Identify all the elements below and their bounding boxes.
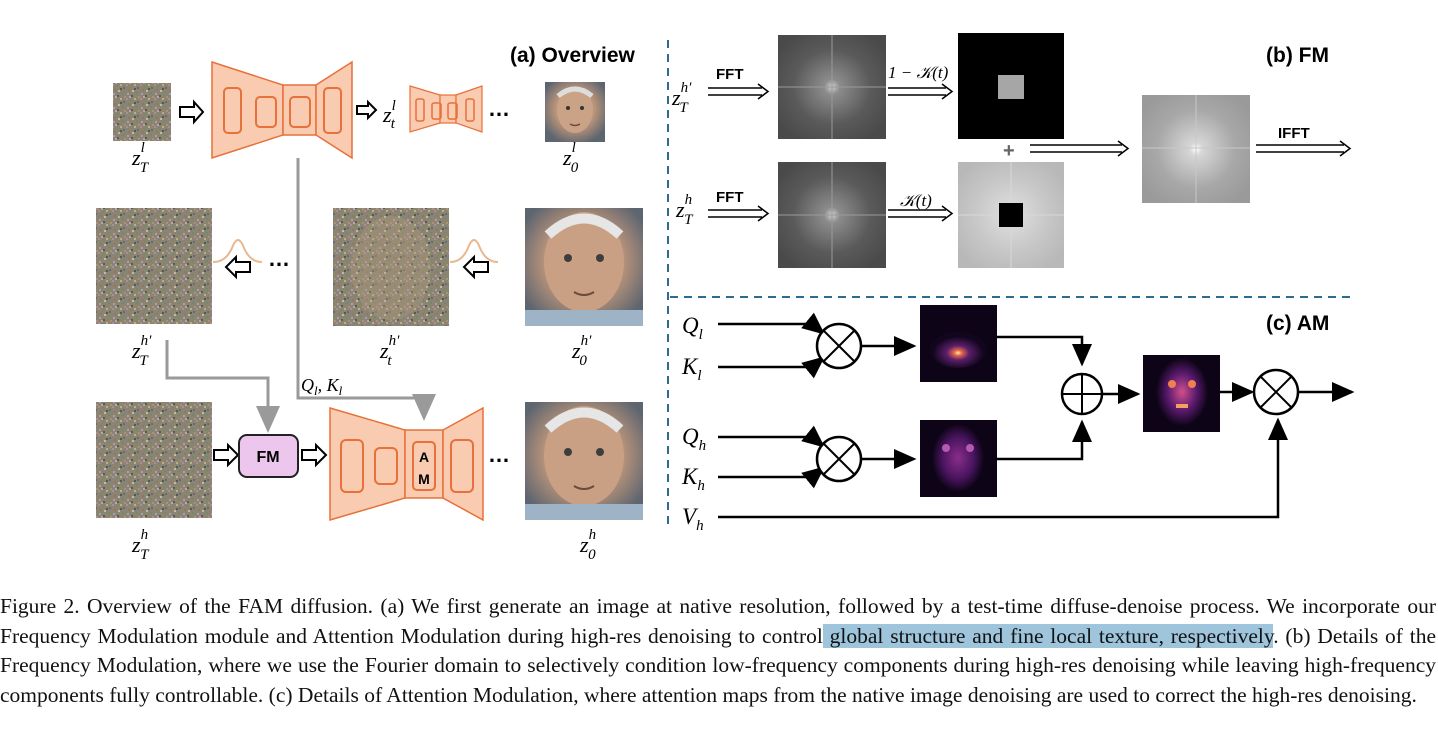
overview-title: (a) Overview xyxy=(510,44,636,67)
am-wires xyxy=(718,312,1355,519)
am-module-label-m: M xyxy=(418,471,430,487)
label-q-k-l: Ql, Kl xyxy=(301,375,343,398)
spectrum-image-bottom xyxy=(778,162,886,268)
label-z-T-h-fm: zh T xyxy=(675,192,694,228)
caption-part-1: Figure 2. Overview of the FAM diffusion.… xyxy=(0,594,1436,648)
double-arrow-icon xyxy=(708,205,770,222)
ellipsis: … xyxy=(488,442,510,467)
figure-canvas: (a) Overview zl t xyxy=(96,33,1355,563)
hollow-arrow-left-icon xyxy=(462,254,489,280)
double-arrow-icon xyxy=(888,205,954,222)
label-z-t-hprime: zh′ t xyxy=(379,333,400,369)
hollow-arrow-icon xyxy=(213,442,240,468)
kernel-low-label: 1 − 𝒦(t) xyxy=(888,63,949,82)
fft-label-top: FFT xyxy=(716,66,744,83)
panel-fm: (b) FM zh′ T FFT 1 − 𝒦(t) + xyxy=(671,33,1352,268)
face-image-high xyxy=(525,402,643,520)
label-z-0-l: zl 0 xyxy=(562,140,579,176)
face-image-low xyxy=(545,82,605,142)
hollow-arrow-icon xyxy=(179,99,205,125)
label-z-0-h: zh 0 xyxy=(579,527,596,563)
double-arrow-icon xyxy=(1256,140,1352,157)
face-image-high-prime xyxy=(525,208,643,326)
multiply-icon xyxy=(815,322,863,370)
ellipsis: … xyxy=(268,246,290,271)
hollow-arrow-icon xyxy=(356,99,378,121)
low-pass-image xyxy=(958,33,1064,139)
label-v-h: Vh xyxy=(682,504,704,534)
ellipsis: … xyxy=(488,96,510,121)
noise-image-low xyxy=(113,83,171,141)
hollow-arrow-left-icon xyxy=(224,254,251,280)
unet-low-res xyxy=(211,60,353,160)
label-z-T-h: zh T xyxy=(131,527,150,563)
label-z-T-hprime-fm: zh′ T xyxy=(671,80,692,116)
label-q-l: Ql xyxy=(682,313,703,343)
label-z-T-hprime: zh′ T xyxy=(131,333,152,369)
multiply-icon xyxy=(815,435,863,483)
hollow-arrow-icon xyxy=(301,442,328,468)
fm-module-label: FM xyxy=(256,449,279,466)
spectrum-image-top xyxy=(778,35,886,139)
am-module-label-a: A xyxy=(419,449,429,465)
label-k-h: Kh xyxy=(681,464,705,494)
attention-map-high xyxy=(920,420,997,497)
unet-small xyxy=(409,85,483,133)
fm-connector xyxy=(165,340,280,433)
noise-image-high-prime xyxy=(96,208,212,324)
add-icon xyxy=(1060,372,1104,416)
gaussian-curve-icon xyxy=(449,239,499,263)
plus-sign: + xyxy=(1003,140,1015,162)
label-q-h: Qh xyxy=(682,424,706,454)
attention-connector xyxy=(296,158,436,421)
label-z-T-l: zl T xyxy=(131,140,150,176)
double-arrow-icon xyxy=(888,83,954,100)
gaussian-curve-icon xyxy=(212,239,263,263)
unet-high-res xyxy=(329,406,484,522)
high-pass-image xyxy=(958,162,1064,268)
caption-highlight: global structure and fine local texture,… xyxy=(822,623,1274,648)
am-module-box xyxy=(412,441,436,491)
fm-title: (b) FM xyxy=(1266,44,1329,67)
caption-part-2: . (b) Details of the Frequency Modulatio… xyxy=(0,623,1436,707)
fft-label-bottom: FFT xyxy=(716,189,744,206)
combined-spectrum-image xyxy=(1142,95,1250,203)
noise-image-high xyxy=(96,402,212,518)
label-k-l: Kl xyxy=(681,354,702,384)
attention-map-low xyxy=(920,305,997,382)
ifft-label: IFFT xyxy=(1278,125,1310,142)
multiply-icon xyxy=(1252,368,1300,416)
double-arrow-icon xyxy=(708,83,770,100)
figure: (a) Overview zl t xyxy=(96,33,1355,563)
fm-module-box xyxy=(238,434,299,478)
figure-caption: Figure 2. Overview of the FAM diffusion.… xyxy=(0,592,1438,710)
label-z-0-hprime: zh′ 0 xyxy=(571,333,592,369)
noisy-face-image xyxy=(333,208,449,326)
panel-am: (c) AM Ql Kl Qh Kh Vh xyxy=(681,305,1355,534)
attention-map-combined xyxy=(1143,355,1220,432)
label-z-t-l: zl t xyxy=(382,98,396,132)
double-arrow-icon xyxy=(1030,140,1130,157)
kernel-high-label: 𝒦(t) xyxy=(900,191,932,210)
am-title: (c) AM xyxy=(1266,312,1329,335)
panel-overview: (a) Overview zl t xyxy=(96,44,643,563)
